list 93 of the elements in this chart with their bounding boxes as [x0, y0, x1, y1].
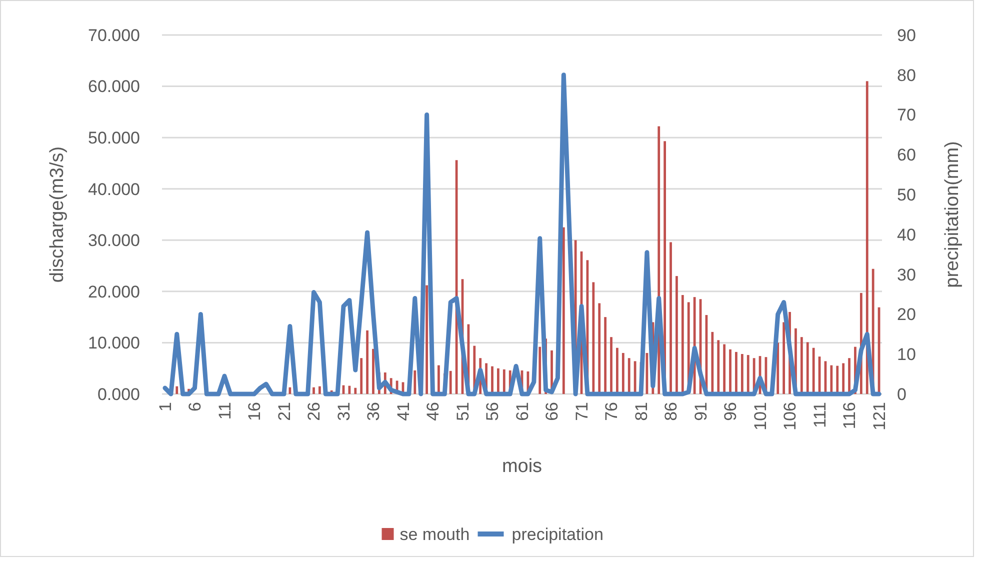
x-tick-label: 1 — [156, 402, 175, 412]
x-tick-label: 91 — [691, 402, 710, 421]
x-tick-label: 81 — [632, 402, 651, 421]
y-tick-label: 30.000 — [88, 231, 140, 250]
x-tick-label: 61 — [512, 402, 532, 421]
bar — [800, 337, 803, 394]
y2-tick-label: 20 — [897, 305, 916, 324]
x-axis-title: mois — [502, 456, 542, 477]
bar — [491, 366, 494, 394]
bar — [610, 337, 612, 394]
bar — [622, 352, 624, 394]
bar — [502, 369, 506, 394]
y2-tick-label: 50 — [897, 186, 916, 205]
bar — [414, 370, 416, 394]
bar — [723, 344, 726, 394]
bar — [497, 368, 500, 394]
x-tick-label: 66 — [542, 402, 562, 421]
y2-axis-title: precipitation(mm) — [942, 141, 963, 288]
bar — [676, 276, 678, 394]
y2-tick-label: 70 — [897, 106, 916, 125]
bar — [848, 358, 850, 394]
y2-tick-label: 30 — [897, 265, 916, 284]
bar — [616, 348, 618, 394]
y-tick-label: 20.000 — [88, 282, 140, 302]
bar — [360, 358, 363, 394]
x-tick-label: 101 — [750, 402, 770, 430]
bar — [830, 365, 833, 394]
bar — [812, 348, 815, 394]
bar — [866, 81, 868, 394]
bar — [354, 388, 357, 394]
bar — [449, 370, 452, 394]
bar — [836, 366, 839, 394]
bar — [288, 387, 292, 394]
x-tick-label: 11 — [215, 402, 234, 420]
x-tick-label: 76 — [602, 402, 622, 421]
x-tick-label: 46 — [424, 402, 443, 421]
x-tick-label: 16 — [245, 402, 264, 421]
bar — [717, 340, 720, 394]
x-tick-label: 36 — [364, 402, 384, 421]
bar — [312, 387, 315, 394]
bar — [740, 354, 744, 394]
y2-tick-label: 60 — [897, 146, 916, 165]
bar — [604, 317, 606, 394]
x-tick-label: 31 — [334, 402, 354, 421]
y-tick-label: 70.000 — [88, 26, 140, 45]
bar — [176, 386, 178, 394]
bar — [729, 349, 732, 394]
bar — [438, 365, 440, 394]
y-tick-label: 0.000 — [97, 384, 140, 404]
legend-label: precipitation — [512, 524, 604, 544]
y-tick-label: 10.000 — [88, 334, 140, 353]
x-tick-label: 71 — [572, 402, 592, 421]
bar — [372, 348, 374, 394]
y2-tick-label: 0 — [897, 384, 906, 404]
x-tick-label: 96 — [721, 402, 740, 421]
y2-tick-label: 80 — [897, 66, 916, 85]
x-tick-label: 51 — [453, 402, 472, 421]
x-tick-label: 26 — [304, 402, 324, 421]
bar — [538, 346, 542, 394]
line-series — [162, 72, 882, 396]
x-tick-label: 111 — [810, 402, 830, 428]
bar — [735, 352, 738, 394]
bar — [562, 227, 565, 394]
x-tick-label: 106 — [780, 402, 800, 430]
y-tick-label: 40.000 — [88, 180, 140, 199]
y2-tick-label: 90 — [897, 26, 916, 45]
x-tick-label: 121 — [870, 402, 889, 430]
bar — [598, 303, 601, 394]
bar — [426, 285, 428, 394]
x-tick-label: 86 — [662, 402, 681, 421]
bar — [681, 295, 684, 394]
bar — [746, 355, 750, 394]
bar — [842, 363, 845, 394]
bar — [806, 342, 809, 394]
x-tick-label: 21 — [274, 402, 294, 421]
bar — [592, 282, 595, 394]
x-tick-label: 6 — [186, 402, 205, 412]
x-tick-label: 116 — [840, 402, 860, 430]
bar — [348, 386, 351, 394]
bar — [366, 330, 368, 394]
bar — [628, 358, 630, 394]
y-tick-label: 60.000 — [88, 77, 140, 96]
x-tick-label: 56 — [483, 402, 502, 421]
y-tick-label: 50.000 — [88, 128, 140, 148]
bar — [670, 242, 672, 394]
legend-label: se mouth — [400, 524, 470, 544]
y-axis-title: discharge(m3/s) — [47, 146, 68, 283]
x-tick-label: 41 — [394, 402, 413, 421]
y2-tick-label: 10 — [897, 345, 916, 364]
bar — [711, 332, 714, 394]
bar — [318, 386, 321, 394]
y2-tick-label: 40 — [897, 225, 916, 244]
bar — [782, 322, 786, 394]
